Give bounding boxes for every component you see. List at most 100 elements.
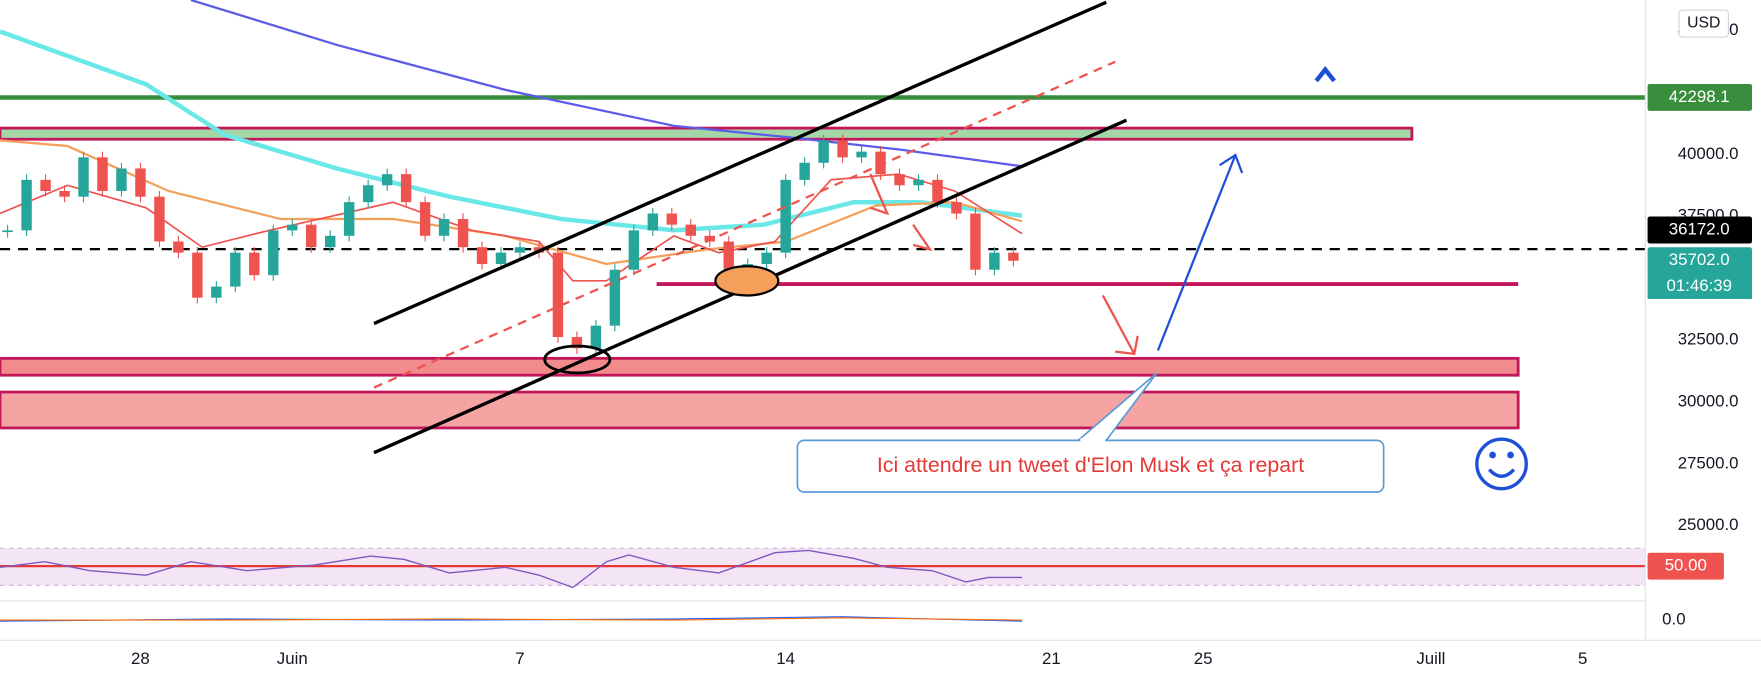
candle [628, 230, 640, 270]
candle [400, 174, 412, 203]
currency: USD [1687, 15, 1720, 32]
currency-box [1678, 9, 1729, 38]
candle [495, 252, 507, 265]
candle [230, 252, 241, 287]
candle [932, 179, 943, 203]
y-tick-label: 27500.0 [1678, 453, 1739, 472]
candle [135, 168, 146, 197]
smiley-eye [1507, 451, 1514, 459]
candle [761, 252, 772, 265]
candle [154, 196, 165, 242]
candle [989, 252, 1000, 270]
candle [306, 224, 317, 248]
candle [704, 235, 715, 242]
candle [78, 157, 89, 197]
smiley-eye [1489, 451, 1496, 459]
smiley [1475, 437, 1528, 491]
x-tick-label: 7 [515, 649, 524, 668]
circle-retest [714, 265, 780, 297]
y-tick-label: 30000.0 [1678, 391, 1739, 410]
arrow-mark [1314, 66, 1336, 83]
ma-100 [0, 29, 1023, 233]
rsi-label-box [1647, 552, 1724, 580]
macd-label: 0.0 [1662, 610, 1685, 629]
y-tick-label: 32500.0 [1678, 329, 1739, 348]
candle [685, 224, 696, 236]
candle [875, 151, 886, 175]
y-tick-label: 25000.0 [1678, 515, 1739, 534]
price-label-box [1647, 83, 1753, 111]
candle [571, 337, 583, 349]
arrow-head [1219, 153, 1244, 174]
arrow-small [912, 224, 933, 252]
candles [2, 134, 1019, 354]
channel-top [373, 0, 1107, 326]
smiley-mouth [1487, 468, 1516, 478]
candle [457, 218, 469, 248]
macd-signal [0, 617, 1023, 621]
arrows [869, 66, 1336, 356]
candle [856, 151, 867, 158]
candle [818, 140, 829, 163]
zone [0, 390, 1520, 430]
price-label-box [1647, 247, 1753, 275]
candle [552, 252, 564, 338]
candle [381, 174, 393, 186]
arrow-small [869, 173, 890, 216]
callout-cover [1080, 438, 1106, 443]
x-tick-label: 14 [776, 649, 795, 668]
candle [913, 179, 924, 186]
axes: 25000.027500.030000.032500.037500.040000… [131, 20, 1753, 668]
candle [59, 190, 70, 197]
candle [173, 241, 184, 253]
candle [21, 179, 32, 231]
y-tick-label: 40000.0 [1678, 144, 1739, 163]
x-tick-label: Juill [1416, 649, 1445, 668]
price-label: 36172.0 [1669, 219, 1730, 238]
price-label: 42298.1 [1669, 87, 1730, 106]
candle [116, 168, 127, 191]
candle [799, 162, 810, 180]
arrow-down [1101, 294, 1136, 355]
circle-low [543, 344, 612, 375]
x-tick-label: 5 [1578, 649, 1587, 668]
ma-50 [0, 139, 1023, 266]
x-tick-label: 25 [1194, 649, 1213, 668]
countdown-box [1647, 273, 1753, 299]
smiley-face [1475, 437, 1528, 491]
callout-tail [1077, 372, 1158, 441]
zone [0, 356, 1520, 377]
candle [324, 235, 336, 248]
candle [438, 218, 450, 236]
candle [268, 230, 279, 276]
countdown: 01:46:39 [1666, 276, 1732, 295]
annotation: Ici attendre un tweet d'Elon Musk et ça … [877, 453, 1304, 477]
candle [192, 252, 203, 298]
candle [249, 252, 260, 276]
price-label-box [1647, 216, 1753, 244]
x-tick-label: Juin [277, 649, 308, 668]
candle [1008, 252, 1019, 261]
candle [894, 174, 905, 186]
candle [362, 185, 374, 203]
candle [97, 157, 108, 191]
arrow-up [1156, 154, 1237, 351]
candle [647, 213, 659, 231]
price-label: 35702.0 [1669, 250, 1730, 269]
arrow-head [1115, 335, 1139, 356]
candle [2, 230, 13, 233]
candle [837, 140, 848, 158]
candle [211, 286, 222, 298]
candle [419, 202, 431, 236]
candle [723, 241, 734, 270]
candle [780, 179, 791, 253]
candle [476, 247, 488, 265]
candle [590, 325, 602, 349]
candle [343, 202, 355, 236]
candle [40, 179, 51, 191]
ma-200 [190, 0, 1023, 168]
candle [666, 213, 678, 225]
candle [287, 224, 298, 231]
